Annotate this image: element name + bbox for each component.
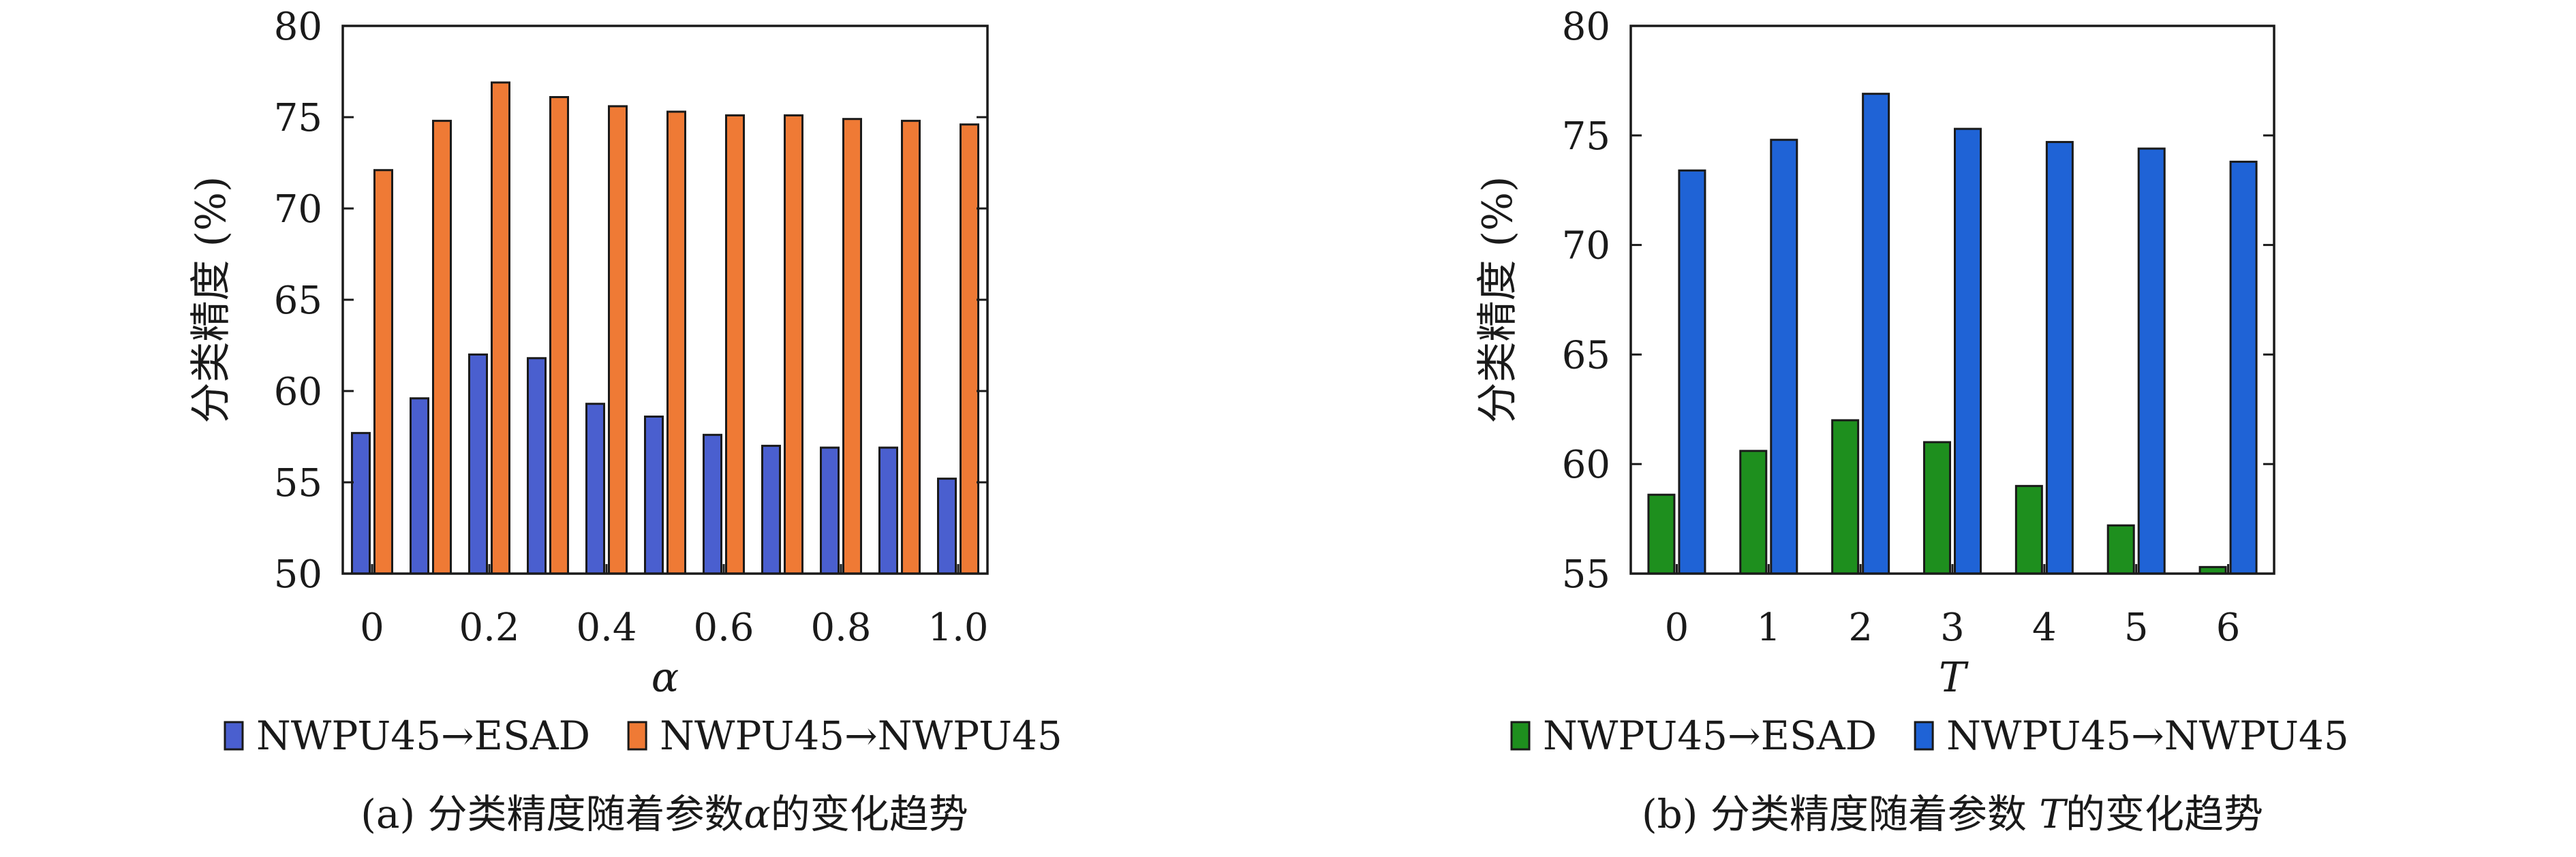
y-tick-label-75: 75 <box>274 96 322 140</box>
x-axis-label: α <box>651 654 679 702</box>
legend-swatch-nwpu45 <box>627 721 647 751</box>
y-tick-label-60: 60 <box>1562 443 1610 487</box>
bar-esad-3 <box>1923 441 1951 575</box>
y-tick-label-75: 75 <box>1562 114 1610 159</box>
bar-nwpu45-2 <box>491 81 510 575</box>
y-tick-label-70: 70 <box>274 187 322 232</box>
legend-swatch-esad <box>1510 721 1531 751</box>
y-tick-label-80: 80 <box>1562 5 1610 49</box>
x-tick-label-3: 3 <box>1940 606 1965 650</box>
legend-label-esad: NWPU45→ESAD <box>256 713 590 759</box>
x-axis-label: T <box>1939 654 1969 702</box>
bar-nwpu45-5 <box>666 110 686 575</box>
x-tick-label-1: 1 <box>1756 606 1781 650</box>
bar-esad-0 <box>351 432 371 575</box>
x-tick-label-0.8: 0.8 <box>810 606 871 650</box>
bar-esad-8 <box>820 446 840 575</box>
bar-esad-3 <box>527 357 547 575</box>
bar-nwpu45-6 <box>2229 160 2258 575</box>
y-axis-label: 分类精度 (%) <box>187 176 235 424</box>
caption-prefix: (b) 分类精度随着参数 <box>1642 791 2039 837</box>
x-tick-label-0.2: 0.2 <box>459 606 519 650</box>
y-tick-label-80: 80 <box>274 5 322 49</box>
caption-symbol: T <box>2039 791 2068 837</box>
legend-label-nwpu45: NWPU45→NWPU45 <box>1946 713 2349 759</box>
x-tick-label-0: 0 <box>360 606 384 650</box>
panel-caption: (b) 分类精度随着参数 T的变化趋势 <box>1642 791 2263 837</box>
bar-nwpu45-1 <box>1770 138 1798 575</box>
bar-nwpu45-5 <box>2137 147 2166 575</box>
bar-nwpu45-3 <box>1954 127 1982 575</box>
legend-label-esad: NWPU45→ESAD <box>1543 713 1877 759</box>
bar-nwpu45-4 <box>2045 140 2074 575</box>
panel-caption: (a) 分类精度随着参数α的变化趋势 <box>361 791 968 837</box>
bar-nwpu45-10 <box>960 123 979 575</box>
bar-nwpu45-9 <box>901 119 921 575</box>
bar-nwpu45-7 <box>784 114 803 575</box>
bar-nwpu45-8 <box>842 118 862 575</box>
y-axis-label: 分类精度 (%) <box>1474 176 1522 424</box>
bar-esad-1 <box>1739 450 1768 575</box>
x-tick-label-6: 6 <box>2216 606 2241 650</box>
legend-label-nwpu45: NWPU45→NWPU45 <box>660 713 1062 759</box>
bar-esad-9 <box>878 446 898 575</box>
y-tick-label-55: 55 <box>1562 552 1610 597</box>
caption-symbol: α <box>744 791 771 837</box>
bar-nwpu45-1 <box>432 119 452 575</box>
x-tick-label-2: 2 <box>1848 606 1873 650</box>
bar-esad-4 <box>585 403 605 575</box>
plot-frame <box>1629 25 2275 575</box>
bar-nwpu45-2 <box>1862 93 1890 575</box>
legend-swatch-nwpu45 <box>1914 721 1934 751</box>
x-tick-label-1.0: 1.0 <box>927 606 988 650</box>
x-tick-label-0.6: 0.6 <box>693 606 754 650</box>
caption-suffix: 的变化趋势 <box>771 791 968 837</box>
bar-esad-5 <box>644 416 664 575</box>
bar-nwpu45-0 <box>1678 169 1706 575</box>
x-tick-label-0.4: 0.4 <box>576 606 637 650</box>
bar-esad-0 <box>1647 493 1676 575</box>
bar-nwpu45-6 <box>725 114 745 575</box>
bar-esad-6 <box>703 433 722 575</box>
bar-esad-1 <box>410 397 429 575</box>
bar-esad-7 <box>761 444 781 575</box>
panel-b-t-chart: 55 60 65 70 75 80 0 1 2 3 4 5 6 分类精度 (%) T NWPU45→ESAD N… <box>1474 5 2349 837</box>
bar-esad-5 <box>2106 524 2135 575</box>
bar-esad-4 <box>2014 484 2043 575</box>
bar-esad-2 <box>1831 419 1860 575</box>
y-tick-label-55: 55 <box>274 461 322 505</box>
caption-prefix: (a) 分类精度随着参数 <box>361 791 743 837</box>
x-tick-label-0: 0 <box>1665 606 1689 650</box>
x-tick-label-4: 4 <box>2032 606 2057 650</box>
y-tick-label-65: 65 <box>1562 333 1610 377</box>
bar-esad-2 <box>468 353 488 575</box>
bar-nwpu45-4 <box>608 105 628 575</box>
bar-esad-10 <box>937 478 957 575</box>
bar-nwpu45-3 <box>549 96 569 575</box>
y-tick-label-60: 60 <box>274 370 322 414</box>
caption-suffix: 的变化趋势 <box>2066 791 2263 837</box>
legend-swatch-esad <box>224 721 244 751</box>
x-tick-label-5: 5 <box>2124 606 2149 650</box>
y-tick-label-65: 65 <box>274 279 322 323</box>
y-tick-label-70: 70 <box>1562 224 1610 268</box>
y-tick-label-50: 50 <box>274 552 322 597</box>
bar-nwpu45-0 <box>373 169 393 575</box>
